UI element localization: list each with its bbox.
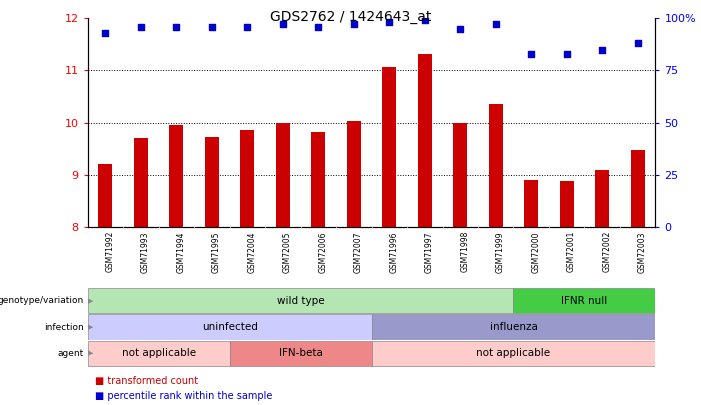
Bar: [88, 341, 230, 366]
Text: ■ transformed count: ■ transformed count: [95, 376, 198, 386]
Bar: [230, 341, 372, 366]
Point: [490, 21, 501, 28]
Text: IFN-beta: IFN-beta: [278, 348, 322, 358]
Text: GSM71993: GSM71993: [141, 231, 150, 273]
Bar: [631, 150, 645, 227]
Text: GSM72002: GSM72002: [602, 231, 611, 273]
Point: [632, 40, 644, 47]
Text: ■ percentile rank within the sample: ■ percentile rank within the sample: [95, 391, 272, 401]
Text: ▶: ▶: [88, 298, 94, 304]
Bar: [134, 138, 148, 227]
Text: GSM71998: GSM71998: [461, 231, 469, 273]
Bar: [418, 54, 432, 227]
Point: [171, 23, 182, 30]
Text: GSM71996: GSM71996: [389, 231, 398, 273]
Bar: [88, 288, 514, 313]
Bar: [524, 180, 538, 227]
Text: GSM71994: GSM71994: [177, 231, 185, 273]
Text: GSM72001: GSM72001: [566, 231, 576, 273]
Point: [561, 51, 572, 57]
Point: [348, 21, 360, 28]
Bar: [240, 130, 254, 227]
Bar: [372, 341, 655, 366]
Text: ▶: ▶: [88, 324, 94, 330]
Point: [383, 19, 395, 26]
Bar: [453, 122, 468, 227]
Text: GSM72005: GSM72005: [283, 231, 292, 273]
Bar: [169, 125, 184, 227]
Bar: [275, 122, 290, 227]
Text: GSM72003: GSM72003: [638, 231, 647, 273]
Text: wild type: wild type: [277, 296, 325, 306]
Point: [455, 26, 466, 32]
Point: [206, 23, 217, 30]
Point: [313, 23, 324, 30]
Text: GDS2762 / 1424643_at: GDS2762 / 1424643_at: [270, 10, 431, 24]
Text: not applicable: not applicable: [477, 348, 550, 358]
Bar: [88, 314, 372, 340]
Bar: [98, 164, 112, 227]
Bar: [372, 314, 655, 340]
Text: GSM71999: GSM71999: [496, 231, 505, 273]
Point: [242, 23, 253, 30]
Bar: [559, 181, 574, 227]
Text: GSM71995: GSM71995: [212, 231, 221, 273]
Point: [419, 17, 430, 23]
Text: GSM71997: GSM71997: [425, 231, 434, 273]
Bar: [489, 104, 503, 227]
Text: agent: agent: [58, 349, 84, 358]
Point: [526, 51, 537, 57]
Text: ▶: ▶: [88, 350, 94, 356]
Bar: [311, 132, 325, 227]
Bar: [347, 122, 361, 227]
Text: GSM71992: GSM71992: [105, 231, 114, 273]
Bar: [382, 67, 396, 227]
Bar: [595, 171, 609, 227]
Point: [100, 30, 111, 36]
Text: genotype/variation: genotype/variation: [0, 296, 84, 305]
Text: IFNR null: IFNR null: [562, 296, 608, 306]
Text: GSM72006: GSM72006: [318, 231, 327, 273]
Text: not applicable: not applicable: [121, 348, 196, 358]
Bar: [205, 137, 219, 227]
Text: influenza: influenza: [489, 322, 538, 332]
Text: uninfected: uninfected: [202, 322, 257, 332]
Text: GSM72000: GSM72000: [531, 231, 540, 273]
Text: GSM72004: GSM72004: [247, 231, 257, 273]
Text: GSM72007: GSM72007: [354, 231, 363, 273]
Point: [135, 23, 147, 30]
Point: [277, 21, 288, 28]
Point: [597, 46, 608, 53]
Text: infection: infection: [44, 322, 84, 332]
Bar: [514, 288, 655, 313]
